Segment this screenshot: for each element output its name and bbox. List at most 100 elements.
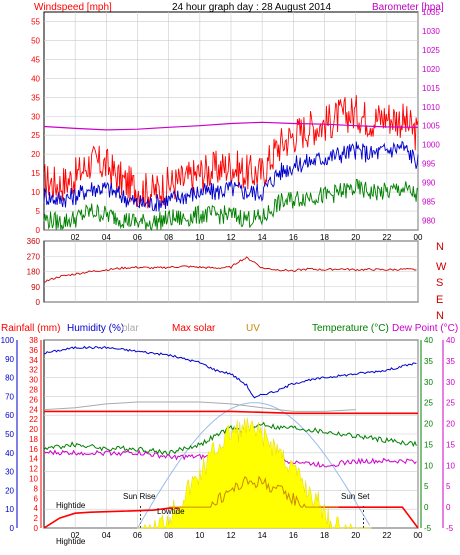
lower-x-tick-label: 12 [227,531,236,540]
temperature-ticks: -5 0 5 10 15 20 25 30 35 40 [420,336,433,533]
wind-series-line [43,121,419,131]
rainfall-tick-label: 4 [34,504,39,513]
rainfall-tick-label: 22 [29,415,38,424]
temperature-tick-label: 35 [424,357,433,366]
wind-tick-label: 0 [36,226,41,235]
lower-series-line [43,345,417,399]
rainfall-tick-label: 2 [34,514,39,523]
barometer-tick-label: 985 [422,198,436,207]
rainfall-tick-label: 10 [29,475,38,484]
barometer-tick-label: 1000 [422,141,440,150]
page-title: 24 hour graph day : 28 August 2014 [172,2,331,13]
sunrise-annotation: Sun Rise [123,492,156,501]
humidity-ticks: 0 10 20 30 40 50 60 70 80 90 100 [1,336,18,533]
wind-x-tick-label: 22 [382,233,391,242]
dewpoint-tick-label: 0 [446,503,451,512]
direction-tick-label: 360 [27,237,41,246]
lower-x-tick-label: 02 [71,531,80,540]
humidity-tick-label: 0 [10,524,15,533]
dewpoint-tick-label: 35 [446,357,455,366]
compass-label: E [436,294,443,306]
dewpoint-tick-label: 5 [446,482,451,491]
wind-tick-label: 10 [31,188,40,197]
lower-series-line [43,401,356,412]
polar-title: olar [122,323,139,334]
lower-x-tick-label: 20 [351,531,360,540]
rainfall-tick-label: 26 [29,395,38,404]
rainfall-tick-label: 30 [29,376,38,385]
barometer-tick-label: 1030 [422,27,440,36]
lower-x-tick-label: 18 [320,531,329,540]
wind-tick-label: 5 [36,207,41,216]
uv-title: UV [246,323,260,334]
dewpoint-tick-label: -5 [446,524,454,533]
dewpoint-tick-label: 30 [446,378,455,387]
rainfall-tick-label: 16 [29,445,38,454]
dewpoint-tick-label: 10 [446,461,455,470]
wind-x-tick-label: 04 [102,233,111,242]
barometer-title: Barometer [hpa] [372,2,444,13]
humidity-tick-label: 80 [5,374,14,383]
temperature-tick-label: 30 [424,378,433,387]
wind-x-tick-label: 12 [227,233,236,242]
rainfall-tick-label: 14 [29,455,38,464]
lower-x-tick-label: 08 [164,531,173,540]
temperature-tick-label: 5 [424,482,429,491]
wind-tick-label: 15 [31,169,40,178]
direction-tick-label: 0 [36,298,41,307]
humidity-tick-label: 90 [5,355,14,364]
humidity-title: Humidity (%) [67,323,124,334]
wind-x-tick-label: 00 [414,233,423,242]
hightide-annotation: Hightide [56,501,86,510]
wind-x-tick-label: 10 [195,233,204,242]
wind-grid [44,12,419,231]
wind-tick-label: 55 [31,17,40,26]
wind-tick-label: 20 [31,150,40,159]
direction-tick-label: 180 [27,268,41,277]
rainfall-title: Rainfall (mm) [1,323,60,334]
lower-x-tick-label: 14 [258,531,267,540]
temperature-tick-label: -5 [424,524,432,533]
tide-time-label: Hightide [56,537,86,546]
temperature-tick-label: 25 [424,399,433,408]
temperature-title: Temperature (°C) [312,323,389,334]
wind-x-ticks: 02 04 06 08 10 12 14 16 18 20 22 00 [71,233,423,242]
humidity-tick-label: 60 [5,411,14,420]
barometer-ticks: 980 985 990 995 1000 1005 1010 1015 1020 1025 1030… [422,8,440,226]
wind-x-tick-label: 08 [164,233,173,242]
rainfall-tick-label: 20 [29,425,38,434]
rainfall-tick-label: 24 [29,405,38,414]
barometer-tick-label: 990 [422,179,436,188]
lower-x-ticks: 02 04 06 08 10 12 14 16 18 20 22 00 [71,531,423,540]
lower-x-tick-label: 10 [195,531,204,540]
barometer-tick-label: 1020 [422,65,440,74]
wind-series [43,95,419,232]
dewpoint-tick-label: 20 [446,420,455,429]
barometer-tick-label: 1025 [422,46,440,55]
direction-series-line [43,256,417,283]
lower-series-line [168,475,339,508]
dewpoint-tick-label: 15 [446,440,455,449]
barometer-tick-label: 1035 [422,8,440,17]
temperature-tick-label: 0 [424,503,429,512]
wind-left-ticks: 0 5 10 15 20 25 30 35 40 45 50 55 [31,17,40,235]
wind-tick-label: 35 [31,93,40,102]
humidity-tick-label: 100 [1,336,15,345]
windspeed-title: Windspeed [mph] [34,2,112,13]
temperature-tick-label: 40 [424,336,433,345]
rainfall-tick-label: 18 [29,435,38,444]
wind-series-line [43,178,418,232]
lower-series [43,345,419,529]
lower-x-tick-label: 16 [289,531,298,540]
direction-tick-label: 270 [27,252,41,261]
wind-x-tick-label: 06 [133,233,142,242]
wind-tick-label: 40 [31,74,40,83]
wind-x-tick-label: 14 [258,233,267,242]
wind-series-line [43,140,419,212]
wind-x-tick-label: 20 [351,233,360,242]
humidity-tick-label: 30 [5,468,14,477]
compass-label: W [436,261,447,273]
